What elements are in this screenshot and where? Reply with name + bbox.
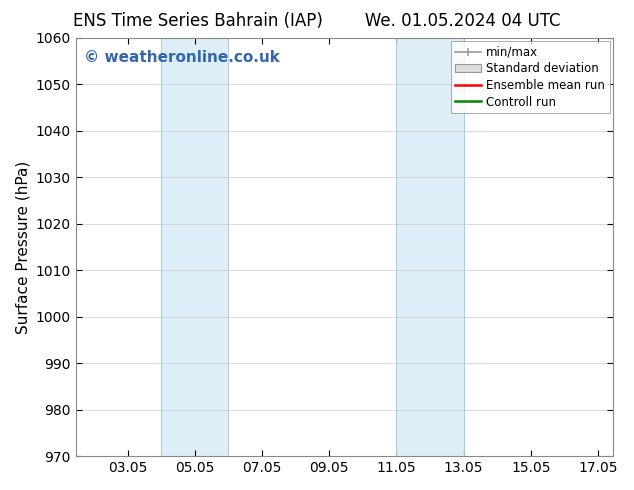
Legend: min/max, Standard deviation, Ensemble mean run, Controll run: min/max, Standard deviation, Ensemble me… (451, 41, 609, 113)
Y-axis label: Surface Pressure (hPa): Surface Pressure (hPa) (15, 160, 30, 334)
Text: © weatheronline.co.uk: © weatheronline.co.uk (84, 50, 280, 65)
Bar (396, 38, 463, 456)
Bar (161, 38, 228, 456)
Text: ENS Time Series Bahrain (IAP)        We. 01.05.2024 04 UTC: ENS Time Series Bahrain (IAP) We. 01.05.… (74, 12, 560, 30)
